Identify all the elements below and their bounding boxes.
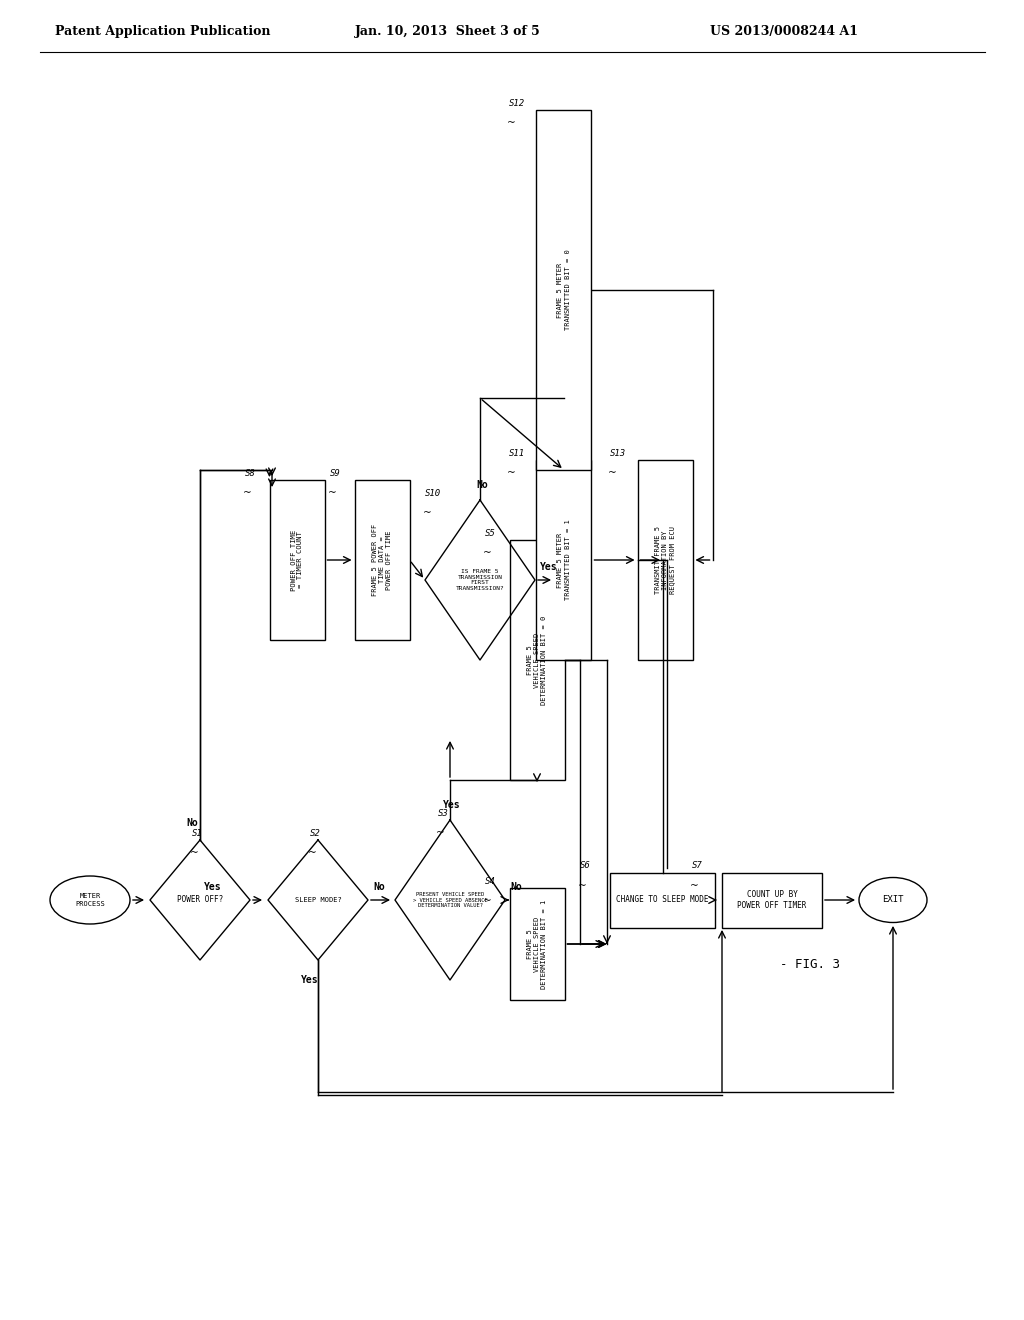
- Text: EXIT: EXIT: [883, 895, 904, 904]
- Text: S11: S11: [509, 449, 524, 458]
- Text: SLEEP MODE?: SLEEP MODE?: [295, 898, 341, 903]
- Text: POWER OFF?: POWER OFF?: [177, 895, 223, 904]
- Ellipse shape: [50, 876, 130, 924]
- Polygon shape: [395, 820, 505, 979]
- Text: ~: ~: [607, 469, 616, 478]
- Text: S1: S1: [193, 829, 203, 838]
- Text: FRAME 5
VEHICLE SPEED
DETERMINATION BIT = 1: FRAME 5 VEHICLE SPEED DETERMINATION BIT …: [527, 899, 547, 989]
- Bar: [638, 459, 692, 660]
- Polygon shape: [425, 500, 535, 660]
- Text: Yes: Yes: [443, 800, 461, 810]
- Text: ~: ~: [507, 469, 515, 478]
- Text: ~: ~: [190, 847, 199, 858]
- Text: No: No: [476, 480, 487, 490]
- Text: ~: ~: [243, 488, 251, 498]
- Polygon shape: [150, 840, 250, 960]
- Text: POWER OFF TIME
= TIMER COUNT: POWER OFF TIME = TIMER COUNT: [291, 529, 303, 590]
- Text: S2: S2: [310, 829, 321, 838]
- Text: TRANSMIT FRAME 5
INFORMATION BY
REQUEST FROM ECU: TRANSMIT FRAME 5 INFORMATION BY REQUEST …: [655, 525, 675, 594]
- Text: FRAME 5 METER
TRANSMITTED BIT = 0: FRAME 5 METER TRANSMITTED BIT = 0: [557, 249, 570, 330]
- Text: PRESENT VEHICLE SPEED
> VEHICLE SPEED ABSENCE
DETERMINATION VALUE?: PRESENT VEHICLE SPEED > VEHICLE SPEED AB…: [413, 892, 487, 908]
- Text: S4: S4: [484, 876, 496, 886]
- Text: S6: S6: [580, 862, 590, 870]
- Text: ~: ~: [328, 488, 336, 498]
- Text: FRAME 5 POWER OFF
TIME DATA =
POWER OFF TIME: FRAME 5 POWER OFF TIME DATA = POWER OFF …: [372, 524, 392, 597]
- Text: Patent Application Publication: Patent Application Publication: [55, 25, 270, 38]
- Text: S7: S7: [692, 862, 702, 870]
- Text: COUNT UP BY
POWER OFF TIMER: COUNT UP BY POWER OFF TIMER: [737, 890, 807, 909]
- Bar: [537, 459, 592, 660]
- Text: S13: S13: [609, 449, 626, 458]
- Text: No: No: [510, 882, 522, 892]
- Text: US 2013/0008244 A1: US 2013/0008244 A1: [710, 25, 858, 38]
- Bar: [722, 873, 822, 928]
- Text: IS FRAME 5
TRANSMISSION
FIRST
TRANSMISSION?: IS FRAME 5 TRANSMISSION FIRST TRANSMISSI…: [456, 569, 505, 591]
- Text: Jan. 10, 2013  Sheet 3 of 5: Jan. 10, 2013 Sheet 3 of 5: [355, 25, 541, 38]
- Text: ~: ~: [423, 508, 432, 517]
- Text: ~: ~: [482, 896, 492, 906]
- Ellipse shape: [859, 878, 927, 923]
- Text: ~: ~: [308, 847, 316, 858]
- Text: S8: S8: [245, 469, 255, 478]
- Bar: [510, 540, 564, 780]
- Text: S3: S3: [438, 809, 449, 818]
- Bar: [537, 110, 592, 470]
- Text: S10: S10: [425, 488, 441, 498]
- Text: S5: S5: [484, 529, 496, 539]
- Text: Yes: Yes: [204, 882, 221, 892]
- Bar: [354, 480, 410, 640]
- Text: No: No: [373, 882, 385, 892]
- Text: Yes: Yes: [301, 975, 318, 985]
- Text: METER
PROCESS: METER PROCESS: [75, 894, 104, 907]
- Text: ~: ~: [436, 828, 444, 838]
- Text: FRAME 5 METER
TRANSMITTED BIT = 1: FRAME 5 METER TRANSMITTED BIT = 1: [557, 520, 570, 601]
- Polygon shape: [268, 840, 368, 960]
- Bar: [510, 888, 564, 1001]
- Text: ~: ~: [507, 117, 515, 128]
- Text: Yes: Yes: [540, 562, 558, 572]
- Text: - FIG. 3: - FIG. 3: [780, 958, 840, 972]
- Text: No: No: [186, 818, 198, 828]
- Text: S12: S12: [509, 99, 524, 108]
- Text: FRAME 5
VEHICLE SPEED
DETERMINATION BIT = 0: FRAME 5 VEHICLE SPEED DETERMINATION BIT …: [527, 615, 547, 705]
- Text: CHANGE TO SLEEP MODE: CHANGE TO SLEEP MODE: [615, 895, 709, 904]
- Bar: [609, 873, 715, 928]
- Text: ~: ~: [578, 880, 587, 891]
- Text: S9: S9: [330, 469, 340, 478]
- Bar: [269, 480, 325, 640]
- Text: ~: ~: [482, 548, 492, 558]
- Text: ~: ~: [690, 880, 698, 891]
